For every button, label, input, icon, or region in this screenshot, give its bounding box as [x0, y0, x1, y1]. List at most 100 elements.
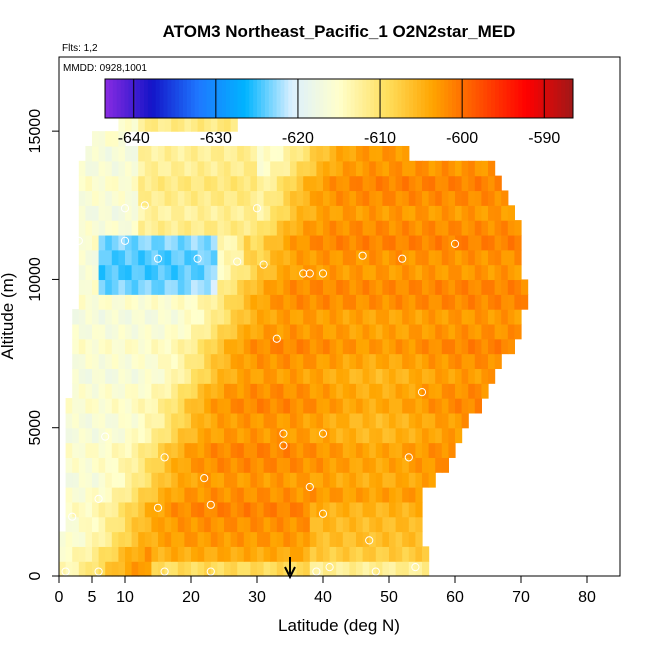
- heatmap-cell: [408, 531, 416, 547]
- heatmap-cell: [92, 323, 100, 340]
- heatmap-cell: [138, 368, 146, 384]
- heatmap-cell: [375, 294, 383, 310]
- heatmap-cell: [369, 294, 377, 310]
- heatmap-cell: [329, 398, 337, 414]
- heatmap-cell: [461, 175, 469, 192]
- heatmap-cell: [105, 249, 113, 266]
- heatmap-cell: [144, 546, 152, 562]
- heatmap-cell: [316, 190, 324, 206]
- heatmap-cell: [138, 487, 146, 503]
- heatmap-cell: [217, 145, 225, 162]
- heatmap-cell: [204, 160, 212, 177]
- heatmap-cell: [402, 427, 410, 444]
- heatmap-cell: [138, 398, 146, 414]
- heatmap-cell: [290, 279, 298, 295]
- heatmap-cell: [105, 472, 113, 488]
- heatmap-cell: [408, 220, 416, 236]
- heatmap-cell: [184, 160, 192, 177]
- colorbar-gradient: [105, 79, 574, 118]
- heatmap-cell: [257, 561, 265, 577]
- heatmap-cell: [92, 472, 100, 488]
- heatmap-cell: [276, 279, 284, 295]
- heatmap-cell: [111, 160, 119, 177]
- heatmap-cell: [309, 249, 317, 266]
- heatmap-cell: [224, 294, 232, 310]
- heatmap-cell: [138, 264, 146, 281]
- heatmap-cell: [303, 501, 311, 518]
- colorbar-segment: [264, 79, 270, 118]
- heatmap-cell: [131, 546, 139, 562]
- heatmap-cell: [501, 220, 509, 236]
- heatmap-cell: [164, 442, 172, 458]
- heatmap-cell: [210, 323, 218, 340]
- heatmap-cell: [349, 546, 357, 562]
- heatmap-cell: [415, 353, 423, 369]
- heatmap-cell: [118, 457, 126, 473]
- heatmap-cell: [342, 561, 350, 577]
- heatmap-cell: [243, 427, 251, 444]
- heatmap-cell: [184, 249, 192, 266]
- heatmap-cell: [481, 175, 489, 192]
- heatmap-cell: [151, 205, 159, 221]
- heatmap-cell: [402, 145, 410, 162]
- heatmap-cell: [250, 249, 258, 266]
- heatmap-cell: [329, 516, 337, 533]
- heatmap-cell: [422, 249, 430, 266]
- heatmap-cell: [402, 501, 410, 518]
- heatmap-cell: [210, 442, 218, 458]
- heatmap-cell: [105, 383, 113, 399]
- data-point: [120, 204, 130, 213]
- heatmap-cell: [151, 472, 159, 488]
- heatmap-cell: [342, 487, 350, 503]
- colorbar-segment: [147, 79, 153, 118]
- heatmap-cell: [375, 546, 383, 562]
- heatmap-cell: [65, 516, 73, 533]
- heatmap-cell: [197, 294, 205, 310]
- heatmap-cell: [408, 264, 416, 281]
- heatmap-cell: [369, 546, 377, 562]
- heatmap-cell: [362, 264, 370, 281]
- heatmap-cell: [171, 412, 179, 429]
- heatmap-cell: [382, 249, 390, 266]
- heatmap-cell: [415, 412, 423, 429]
- heatmap-cell: [98, 264, 106, 281]
- heatmap-cell: [408, 383, 416, 399]
- heatmap-cell: [323, 368, 331, 384]
- heatmap-cell: [336, 427, 344, 444]
- heatmap-cell: [164, 205, 172, 221]
- heatmap-cell: [158, 487, 166, 503]
- heatmap-cell: [85, 160, 93, 177]
- heatmap-cell: [224, 487, 232, 503]
- heatmap-cell: [441, 427, 449, 444]
- x-tick-label: 40: [314, 589, 332, 606]
- heatmap-cell: [283, 145, 291, 162]
- heatmap-cell: [375, 412, 383, 429]
- heatmap-cell: [257, 457, 265, 473]
- heatmap-cell: [131, 353, 139, 369]
- heatmap-cell: [164, 294, 172, 310]
- heatmap-cell: [98, 131, 106, 147]
- colorbar-segment: [374, 79, 379, 118]
- heatmap-cell: [408, 309, 416, 325]
- heatmap-cell: [144, 561, 152, 577]
- heatmap-cell: [316, 220, 324, 236]
- heatmap-cell: [92, 353, 100, 369]
- heatmap-cell: [158, 220, 166, 236]
- heatmap-cell: [191, 294, 199, 310]
- heatmap-cell: [349, 353, 357, 369]
- heatmap-cell: [494, 264, 502, 281]
- heatmap-cell: [356, 145, 364, 162]
- heatmap-cell: [428, 205, 436, 221]
- heatmap-cell: [78, 383, 86, 399]
- heatmap-cell: [362, 383, 370, 399]
- heatmap-cell: [375, 323, 383, 340]
- heatmap-cell: [474, 294, 482, 310]
- colorbar-segment: [112, 79, 118, 118]
- heatmap-cell: [138, 457, 146, 473]
- heatmap-cell: [257, 531, 265, 547]
- heatmap-cell: [230, 531, 238, 547]
- heatmap-cell: [461, 160, 469, 177]
- heatmap-cell: [237, 516, 245, 533]
- heatmap-cell: [184, 516, 192, 533]
- x-tick-label: 60: [446, 589, 464, 606]
